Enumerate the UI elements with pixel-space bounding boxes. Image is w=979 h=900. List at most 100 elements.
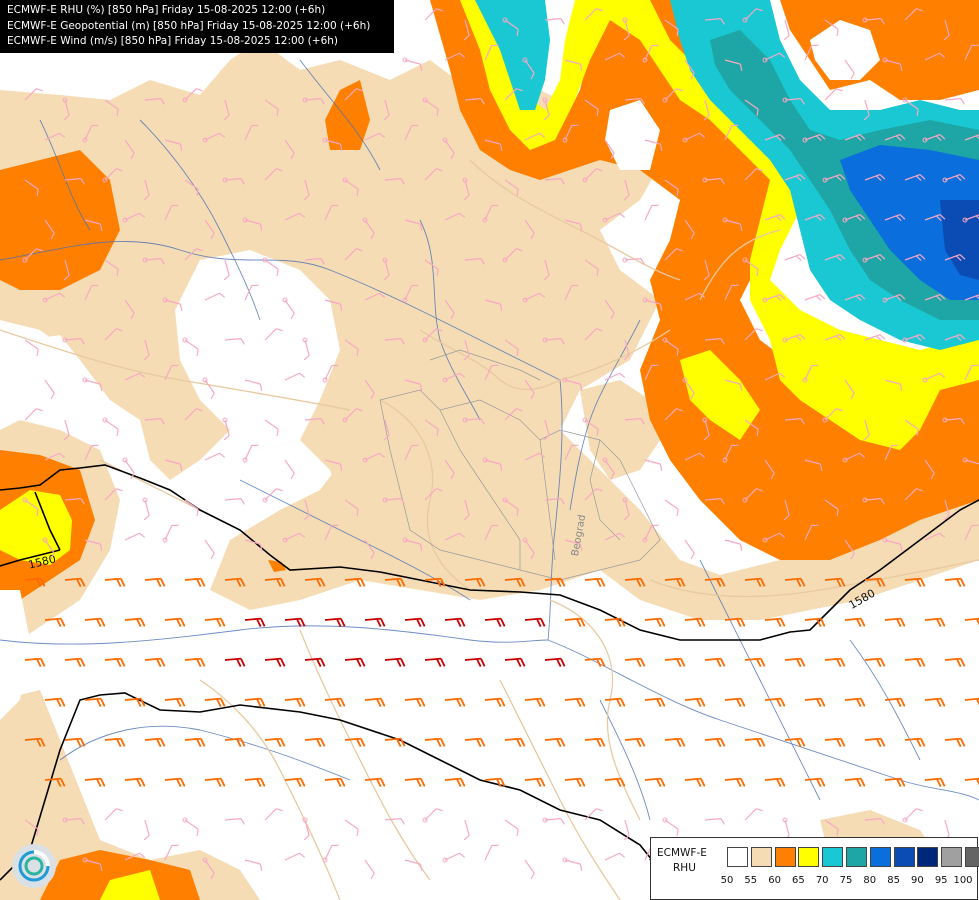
wind-barb: [623, 819, 630, 841]
wind-barb: [344, 737, 366, 748]
wind-barb: [182, 337, 199, 356]
wind-barb: [244, 697, 266, 708]
wind-barb: [44, 697, 66, 708]
wind-barb: [404, 124, 419, 141]
wind-barb: [662, 337, 679, 356]
wind-barb: [544, 178, 565, 185]
wind-barb: [703, 99, 710, 121]
wind-barb: [624, 737, 646, 748]
wind-barb: [543, 259, 550, 281]
wind-barb: [162, 297, 183, 311]
rhu-colorbar: ECMWF-E RHU 50 55 60 65 70 75 80 85 90 95 100: [650, 837, 979, 900]
wind-barb: [64, 178, 85, 185]
wind-barb: [524, 379, 535, 400]
wind-barb: [964, 364, 979, 381]
wind-barb: [64, 737, 86, 748]
wind-barb: [664, 657, 686, 668]
wind-barb: [144, 577, 166, 588]
colorbar-tick-label: 90: [911, 875, 924, 886]
wind-barb: [944, 657, 966, 668]
wind-barb: [104, 99, 119, 116]
wind-barb: [404, 617, 426, 628]
wind-barb: [404, 219, 423, 231]
wind-barb: [442, 372, 466, 383]
wind-barb: [504, 408, 523, 421]
wind-barb: [462, 177, 470, 201]
wind-barb: [504, 737, 526, 748]
wind-barb: [164, 844, 179, 861]
wind-barb: [584, 488, 603, 501]
wind-barb: [764, 459, 775, 480]
wind-barb: [804, 293, 826, 301]
wind-barb: [904, 577, 926, 588]
wind-barb: [384, 338, 405, 345]
wind-barb: [664, 408, 683, 421]
wind-barb: [422, 808, 443, 823]
wind-barb: [484, 697, 506, 708]
wind-barb: [582, 168, 603, 183]
wind-barb: [844, 617, 866, 628]
wind-barb: [164, 364, 179, 381]
wind-barb: [244, 379, 263, 391]
wind-barb: [204, 617, 226, 628]
wind-barb: [844, 133, 866, 141]
wind-barb: [844, 379, 855, 400]
wind-barb: [383, 419, 390, 441]
wind-barb: [842, 452, 866, 463]
wind-barb: [824, 819, 839, 836]
wind-barb: [604, 299, 615, 320]
wind-barb: [564, 59, 583, 71]
wind-barb: [844, 777, 866, 788]
wind-barb: [84, 617, 106, 628]
wind-barb: [484, 777, 506, 788]
wind-barb: [924, 532, 946, 541]
wind-barb: [444, 52, 466, 61]
wind-barb: [44, 777, 66, 788]
wind-barb: [542, 817, 565, 825]
wind-barb: [783, 499, 790, 521]
wind-barb: [104, 737, 126, 748]
wind-barb: [522, 537, 535, 560]
wind-barb: [784, 418, 805, 425]
wind-barb: [202, 857, 215, 880]
wind-barb: [684, 539, 695, 560]
wind-barb: [724, 697, 746, 708]
wind-barb: [284, 617, 306, 628]
wind-barb: [84, 697, 106, 708]
wind-barb: [864, 818, 885, 825]
wind-barb: [664, 179, 679, 196]
wind-barb: [404, 697, 426, 708]
wind-barb: [143, 179, 150, 201]
wind-barb: [202, 132, 226, 143]
provider-logo-icon: [12, 844, 56, 888]
wind-barb: [804, 617, 826, 628]
wind-barb: [62, 337, 85, 345]
wind-barb: [602, 457, 615, 480]
colorbar-swatch: [941, 847, 963, 867]
wind-barb: [164, 204, 179, 221]
wind-barb: [724, 124, 739, 141]
wind-barb: [862, 17, 885, 25]
wind-barb: [542, 97, 550, 121]
wind-barb: [702, 417, 710, 441]
wind-barb: [703, 259, 710, 281]
wind-barb: [444, 459, 455, 480]
wind-barb: [584, 577, 606, 588]
wind-barb: [324, 524, 339, 541]
wind-barb: [623, 179, 630, 201]
wind-barb: [524, 697, 546, 708]
wind-barb: [224, 737, 246, 748]
wind-barb: [102, 168, 123, 183]
wind-barb: [644, 364, 659, 381]
wind-barb: [722, 444, 739, 463]
wind-barb: [522, 57, 535, 80]
wind-barb: [502, 17, 519, 36]
wind-barb: [422, 97, 439, 116]
wind-barb: [884, 777, 906, 788]
wind-barb: [303, 179, 310, 201]
wind-barb: [304, 657, 326, 668]
wind-barb: [204, 777, 226, 788]
wind-barb: [904, 657, 926, 668]
wind-barb: [564, 444, 579, 461]
wind-barb: [444, 617, 466, 628]
